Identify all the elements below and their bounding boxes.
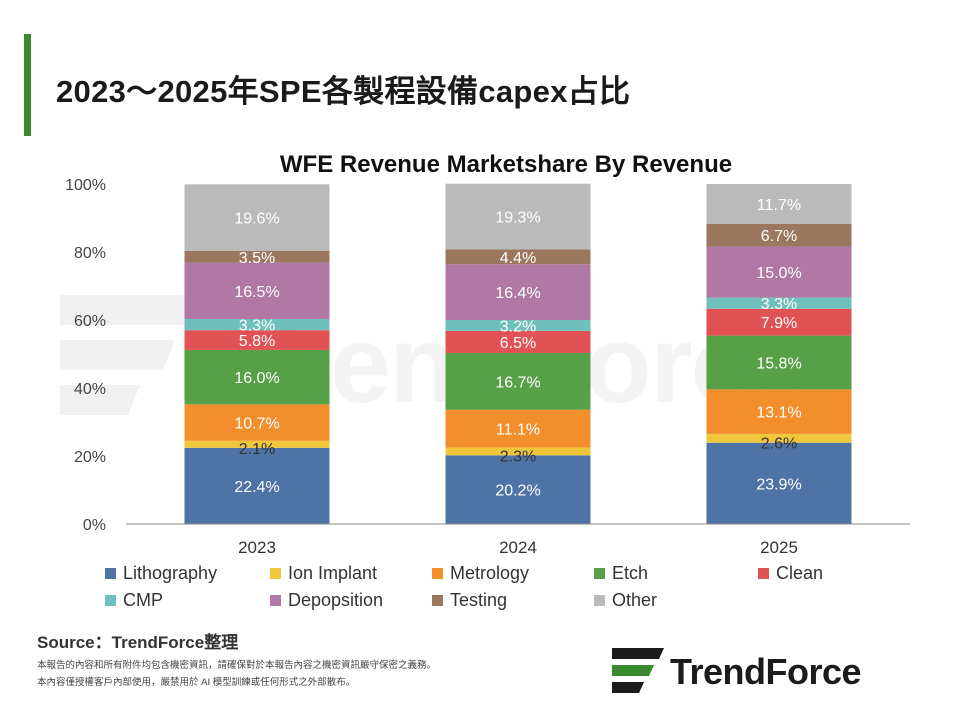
legend-swatch (105, 595, 116, 606)
bar-segment-depopsition (445, 264, 591, 320)
data-label: 2.1% (239, 441, 275, 458)
legend-swatch (432, 568, 443, 579)
y-tick-label: 0% (83, 517, 106, 534)
chart-title: WFE Revenue Marketshare By Revenue (280, 151, 732, 178)
bar-segment-etch (184, 349, 330, 405)
y-tick-label: 100% (65, 177, 106, 194)
bar-segment-metrology (184, 404, 330, 441)
bar-segment-etch (445, 352, 591, 410)
data-label: 3.3% (761, 296, 797, 313)
data-label: 7.9% (761, 315, 797, 332)
bar-segment-cmp (706, 297, 852, 309)
legend-label: Testing (450, 590, 507, 610)
bar-segment-other (706, 184, 852, 224)
bar-segment-depopsition (706, 246, 852, 298)
data-label: 16.0% (234, 370, 279, 387)
data-label: 5.8% (239, 333, 275, 350)
bar-segment-testing (184, 250, 330, 263)
legend-swatch (270, 568, 281, 579)
legend-swatch (594, 595, 605, 606)
bar-segment-clean (184, 330, 330, 350)
data-label: 11.7% (757, 197, 801, 214)
bar-segment-ion-implant (445, 447, 591, 456)
data-label: 16.7% (495, 374, 540, 391)
bar-segment-clean (706, 308, 852, 336)
legend-label: CMP (123, 590, 163, 610)
legend-label: Other (612, 590, 657, 610)
source-note: Source：TrendForce整理 (37, 633, 239, 652)
bar-segment-cmp (445, 320, 591, 331)
bar-segment-ion-implant (184, 440, 330, 448)
title-accent-bar (24, 34, 31, 136)
bar-segment-metrology (706, 389, 852, 434)
data-label: 23.9% (756, 476, 801, 493)
bar-segment-lithography (184, 447, 330, 524)
y-tick-label: 60% (74, 313, 106, 330)
legend-swatch (432, 595, 443, 606)
legend-label: Clean (776, 563, 823, 583)
legend-swatch (270, 595, 281, 606)
legend-label: Depopsition (288, 590, 383, 610)
bar-segment-lithography (706, 442, 852, 524)
data-label: 11.1% (496, 422, 540, 439)
disclaimer-line-1: 本報告的內容和所有附件均包含機密資訊，請確保對於本報告內容之機密資訊嚴守保密之義… (37, 660, 437, 671)
trendforce-logo-text: TrendForce (670, 651, 862, 692)
bar-segment-ion-implant (706, 433, 852, 443)
data-label: 3.2% (500, 318, 536, 335)
data-label: 19.3% (495, 209, 540, 226)
data-label: 15.0% (756, 265, 801, 282)
bar-segment-testing (706, 223, 852, 247)
data-label: 2.3% (500, 448, 536, 465)
legend-label: Ion Implant (288, 563, 377, 583)
x-tick-label: 2023 (238, 538, 276, 557)
bar-segment-cmp (184, 318, 330, 331)
bar-segment-metrology (445, 409, 591, 448)
x-tick-label: 2025 (760, 538, 798, 557)
x-tick-label: 2024 (499, 538, 537, 557)
data-label: 4.4% (500, 250, 536, 267)
y-tick-label: 80% (74, 245, 106, 262)
data-label: 13.1% (756, 405, 801, 422)
data-label: 3.3% (239, 318, 275, 335)
bar-segment-lithography (445, 455, 591, 524)
data-label: 6.5% (500, 335, 536, 352)
data-label: 16.4% (495, 285, 540, 302)
legend-label: Lithography (123, 563, 217, 583)
bar-segment-testing (445, 249, 591, 265)
data-label: 2.6% (761, 436, 797, 453)
legend-swatch (105, 568, 116, 579)
y-tick-label: 20% (74, 449, 106, 466)
bar-segment-clean (445, 330, 591, 353)
bar-segment-other (184, 184, 330, 251)
legend-label: Metrology (450, 563, 529, 583)
legend-swatch (594, 568, 605, 579)
data-label: 19.6% (234, 211, 279, 228)
y-tick-label: 40% (74, 381, 106, 398)
data-label: 6.7% (761, 228, 797, 245)
legend-label: Etch (612, 563, 648, 583)
legend-swatch (758, 568, 769, 579)
page-title: 2023～2025年SPE各製程設備capex占比 (56, 74, 631, 109)
data-label: 15.8% (756, 356, 801, 373)
bar-segment-other (445, 183, 591, 250)
data-label: 20.2% (495, 483, 540, 500)
data-label: 16.5% (234, 284, 279, 301)
data-label: 10.7% (234, 416, 279, 433)
bar-segment-depopsition (184, 262, 330, 319)
trendforce-logo-icon (612, 648, 664, 693)
bar-segment-etch (706, 335, 852, 390)
disclaimer-line-2: 本內容僅授權客戶內部使用，嚴禁用於 AI 模型訓練或任何形式之外部散布。 (37, 677, 356, 688)
stacked-bar-chart: WFE Revenue Marketshare By Revenue 0% 20%… (65, 151, 910, 610)
data-label: 3.5% (239, 250, 275, 267)
trendforce-logo: TrendForce (612, 648, 932, 694)
data-label: 22.4% (234, 479, 279, 496)
